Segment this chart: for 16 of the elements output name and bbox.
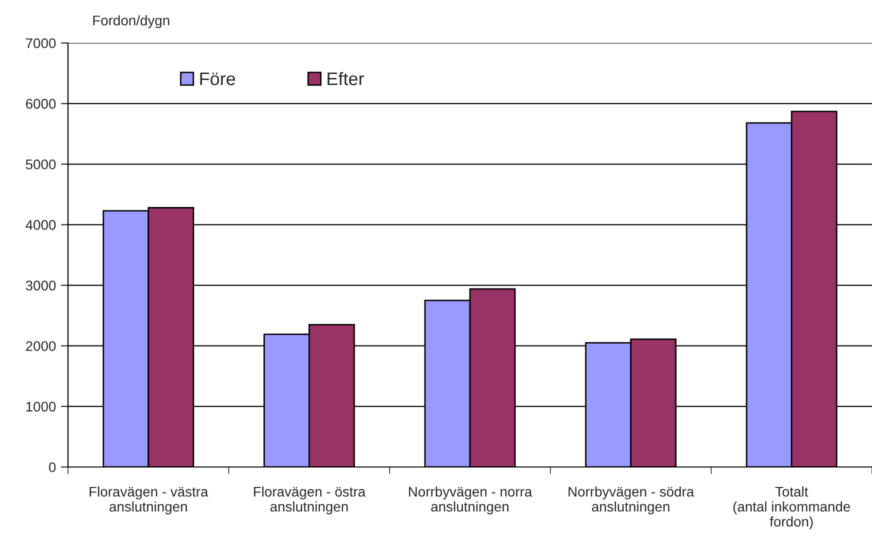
y-tick-label: 4000 bbox=[26, 220, 56, 230]
y-tick-label: 2000 bbox=[26, 341, 56, 352]
y-tick-label: 5000 bbox=[26, 159, 56, 170]
legend-label: Efter bbox=[328, 72, 364, 86]
x-tick-label: Totalt (antal inkommande fordon) bbox=[733, 486, 850, 530]
x-tick-label: Norrbyvägen - norra anslutningen bbox=[409, 486, 532, 514]
x-tick-label: Norrbyvägen - södra anslutningen bbox=[568, 486, 694, 514]
y-tick-label: 1000 bbox=[26, 402, 56, 412]
legend-label: Före bbox=[200, 72, 236, 86]
y-tick-label: 6000 bbox=[26, 98, 56, 109]
y-tick-label: 3000 bbox=[26, 280, 56, 290]
x-tick-label: Floravägen - västra anslutningen bbox=[90, 486, 208, 514]
x-tick-label: Floravägen - östra anslutningen bbox=[254, 486, 366, 514]
y-axis-title: Fordon/dygn bbox=[93, 15, 170, 28]
y-tick-label: 7000 bbox=[26, 38, 56, 48]
y-tick-label: 0 bbox=[49, 462, 56, 472]
